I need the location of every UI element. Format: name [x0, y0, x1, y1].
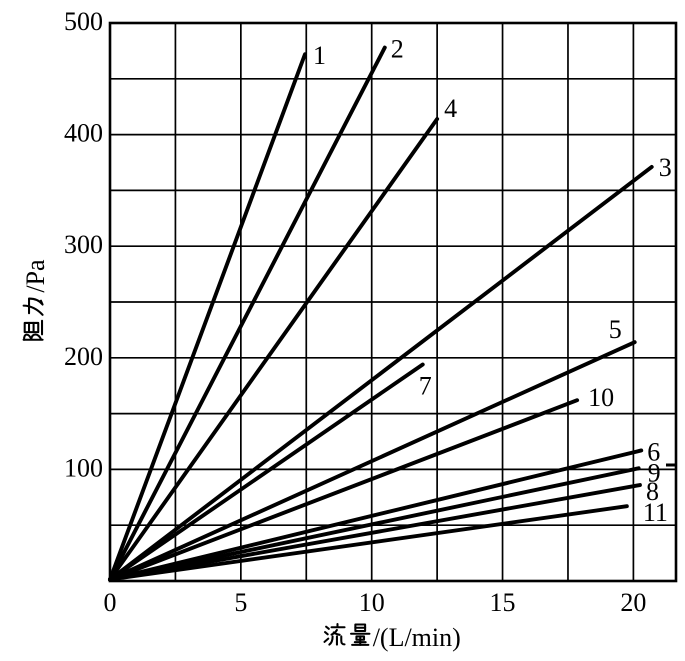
- curve-label-11: 11: [643, 498, 668, 527]
- curve-line-3: [108, 165, 654, 582]
- curve-label-2: 2: [391, 35, 404, 64]
- y-axis-title-cjk-glyph: [22, 319, 44, 341]
- x-tick-label-0: 0: [104, 588, 117, 617]
- curve-label-7: 7: [419, 371, 432, 400]
- curve-line-7: [108, 362, 425, 582]
- x-axis-title-cjk-glyph: [323, 622, 346, 646]
- y-tick-label-400: 400: [64, 119, 103, 148]
- x-tick-label-10: 10: [359, 588, 385, 617]
- y-axis-title-text: /Pa: [21, 259, 50, 293]
- x-axis-title-text: /(L/min): [373, 623, 461, 652]
- curve-line-6: [108, 448, 644, 582]
- curve-label-9: 9: [648, 458, 661, 487]
- y-axis-title-cjk-glyph: [22, 297, 44, 316]
- curve-label-10: 10: [588, 383, 614, 412]
- curve-label-4: 4: [444, 94, 457, 123]
- curve-line-4: [108, 117, 440, 582]
- y-axis-tick-labels: 100 200 300 400 500: [64, 7, 103, 482]
- y-tick-label-200: 200: [64, 342, 103, 371]
- x-axis-title: /(L/min): [323, 622, 461, 652]
- x-tick-label-20: 20: [620, 588, 646, 617]
- y-tick-label-300: 300: [64, 230, 103, 259]
- curve-line-5: [108, 340, 637, 582]
- curve-label-1: 1: [313, 41, 326, 70]
- curves: 1 2 3 4 5 6 7 89 10 11: [108, 35, 676, 582]
- y-axis-title: /Pa: [21, 259, 50, 341]
- curve-line-8: [108, 483, 642, 582]
- y-tick-label-500: 500: [64, 7, 103, 36]
- curve-label-3: 3: [659, 153, 672, 182]
- curve-line-11: [108, 504, 629, 582]
- x-axis-title-cjk-glyph: [349, 623, 371, 646]
- curve-line-9: [108, 466, 641, 582]
- curve-line-2: [108, 45, 387, 582]
- x-axis-tick-labels: 0 5 10 15 20: [104, 588, 647, 617]
- curve-label-8: 8: [646, 477, 659, 506]
- plot-border: [108, 21, 678, 583]
- curve-label-6: 6: [647, 437, 660, 466]
- curve-line-10: [108, 398, 580, 582]
- y-tick-label-100: 100: [64, 453, 103, 482]
- curve-line-1: [108, 52, 307, 582]
- curve-label-5: 5: [609, 315, 622, 344]
- x-tick-label-5: 5: [234, 588, 247, 617]
- grid-lines: [110, 23, 676, 581]
- x-tick-label-15: 15: [490, 588, 516, 617]
